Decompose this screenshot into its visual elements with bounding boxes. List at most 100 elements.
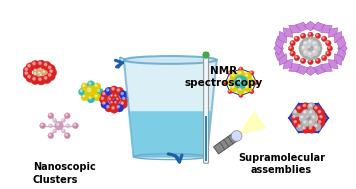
Circle shape	[55, 121, 63, 130]
Polygon shape	[274, 42, 283, 55]
Circle shape	[81, 83, 89, 90]
Circle shape	[37, 76, 46, 85]
Circle shape	[31, 60, 40, 69]
Circle shape	[310, 111, 312, 113]
Circle shape	[301, 116, 303, 118]
Polygon shape	[334, 54, 342, 65]
Circle shape	[313, 42, 315, 44]
Polygon shape	[312, 22, 325, 31]
Circle shape	[42, 75, 51, 84]
Circle shape	[112, 107, 114, 109]
Circle shape	[313, 116, 314, 118]
Circle shape	[87, 86, 91, 90]
Circle shape	[308, 120, 315, 126]
Circle shape	[304, 113, 309, 118]
Circle shape	[298, 125, 300, 127]
Circle shape	[93, 83, 101, 90]
Circle shape	[88, 86, 89, 88]
Circle shape	[315, 107, 317, 109]
Circle shape	[49, 125, 50, 126]
Circle shape	[328, 47, 330, 48]
Circle shape	[105, 104, 113, 112]
Circle shape	[85, 92, 86, 94]
Circle shape	[33, 68, 38, 73]
Circle shape	[81, 93, 89, 101]
Circle shape	[122, 97, 125, 99]
Circle shape	[26, 63, 35, 71]
Circle shape	[229, 90, 230, 91]
Circle shape	[251, 90, 252, 91]
Circle shape	[44, 63, 47, 66]
Circle shape	[308, 32, 313, 38]
Circle shape	[31, 76, 40, 84]
Circle shape	[40, 68, 41, 69]
Circle shape	[304, 42, 306, 44]
Circle shape	[34, 69, 36, 70]
Circle shape	[291, 42, 293, 43]
Circle shape	[303, 50, 309, 56]
Circle shape	[48, 133, 54, 139]
Circle shape	[84, 91, 88, 96]
Circle shape	[37, 60, 46, 69]
Circle shape	[309, 127, 312, 129]
Circle shape	[327, 52, 328, 53]
Circle shape	[111, 96, 114, 99]
Circle shape	[94, 91, 98, 96]
Circle shape	[231, 131, 242, 141]
Circle shape	[309, 33, 310, 35]
Circle shape	[25, 68, 27, 70]
Circle shape	[315, 125, 317, 127]
Polygon shape	[337, 42, 347, 55]
Circle shape	[237, 78, 241, 82]
Polygon shape	[289, 25, 300, 33]
Polygon shape	[296, 65, 309, 75]
Text: Nanoscopic
Clusters: Nanoscopic Clusters	[33, 163, 96, 185]
Circle shape	[115, 104, 124, 112]
Circle shape	[115, 101, 116, 103]
Circle shape	[234, 75, 248, 89]
Polygon shape	[289, 64, 300, 72]
Circle shape	[308, 110, 315, 116]
Circle shape	[227, 78, 235, 86]
Circle shape	[250, 71, 254, 75]
Circle shape	[54, 119, 55, 120]
Circle shape	[244, 84, 252, 92]
Text: NMR
spectroscopy: NMR spectroscopy	[184, 66, 263, 88]
Circle shape	[91, 86, 95, 90]
FancyBboxPatch shape	[204, 52, 209, 163]
Circle shape	[321, 55, 327, 61]
Circle shape	[327, 46, 333, 51]
Circle shape	[28, 64, 30, 67]
Circle shape	[291, 52, 293, 53]
Circle shape	[290, 51, 295, 56]
Circle shape	[67, 125, 68, 126]
Circle shape	[42, 61, 51, 70]
Polygon shape	[312, 65, 325, 75]
Circle shape	[315, 33, 321, 39]
Circle shape	[114, 101, 119, 105]
Circle shape	[319, 111, 321, 113]
Circle shape	[44, 77, 47, 79]
Circle shape	[240, 68, 241, 69]
Circle shape	[300, 33, 306, 39]
Circle shape	[313, 51, 315, 53]
Circle shape	[95, 92, 96, 94]
Circle shape	[94, 88, 98, 92]
Circle shape	[85, 86, 97, 98]
Circle shape	[237, 87, 245, 94]
Circle shape	[304, 51, 306, 53]
Circle shape	[39, 62, 41, 64]
Circle shape	[251, 72, 252, 73]
Circle shape	[110, 86, 118, 94]
Ellipse shape	[124, 56, 217, 64]
Circle shape	[33, 72, 38, 77]
Circle shape	[302, 103, 310, 111]
Circle shape	[108, 97, 113, 102]
Circle shape	[25, 72, 27, 74]
Circle shape	[293, 115, 295, 118]
Circle shape	[295, 37, 297, 39]
Circle shape	[34, 73, 36, 74]
Circle shape	[248, 80, 251, 82]
Text: Supramolecular
assemblies: Supramolecular assemblies	[238, 153, 325, 175]
Polygon shape	[279, 31, 287, 43]
